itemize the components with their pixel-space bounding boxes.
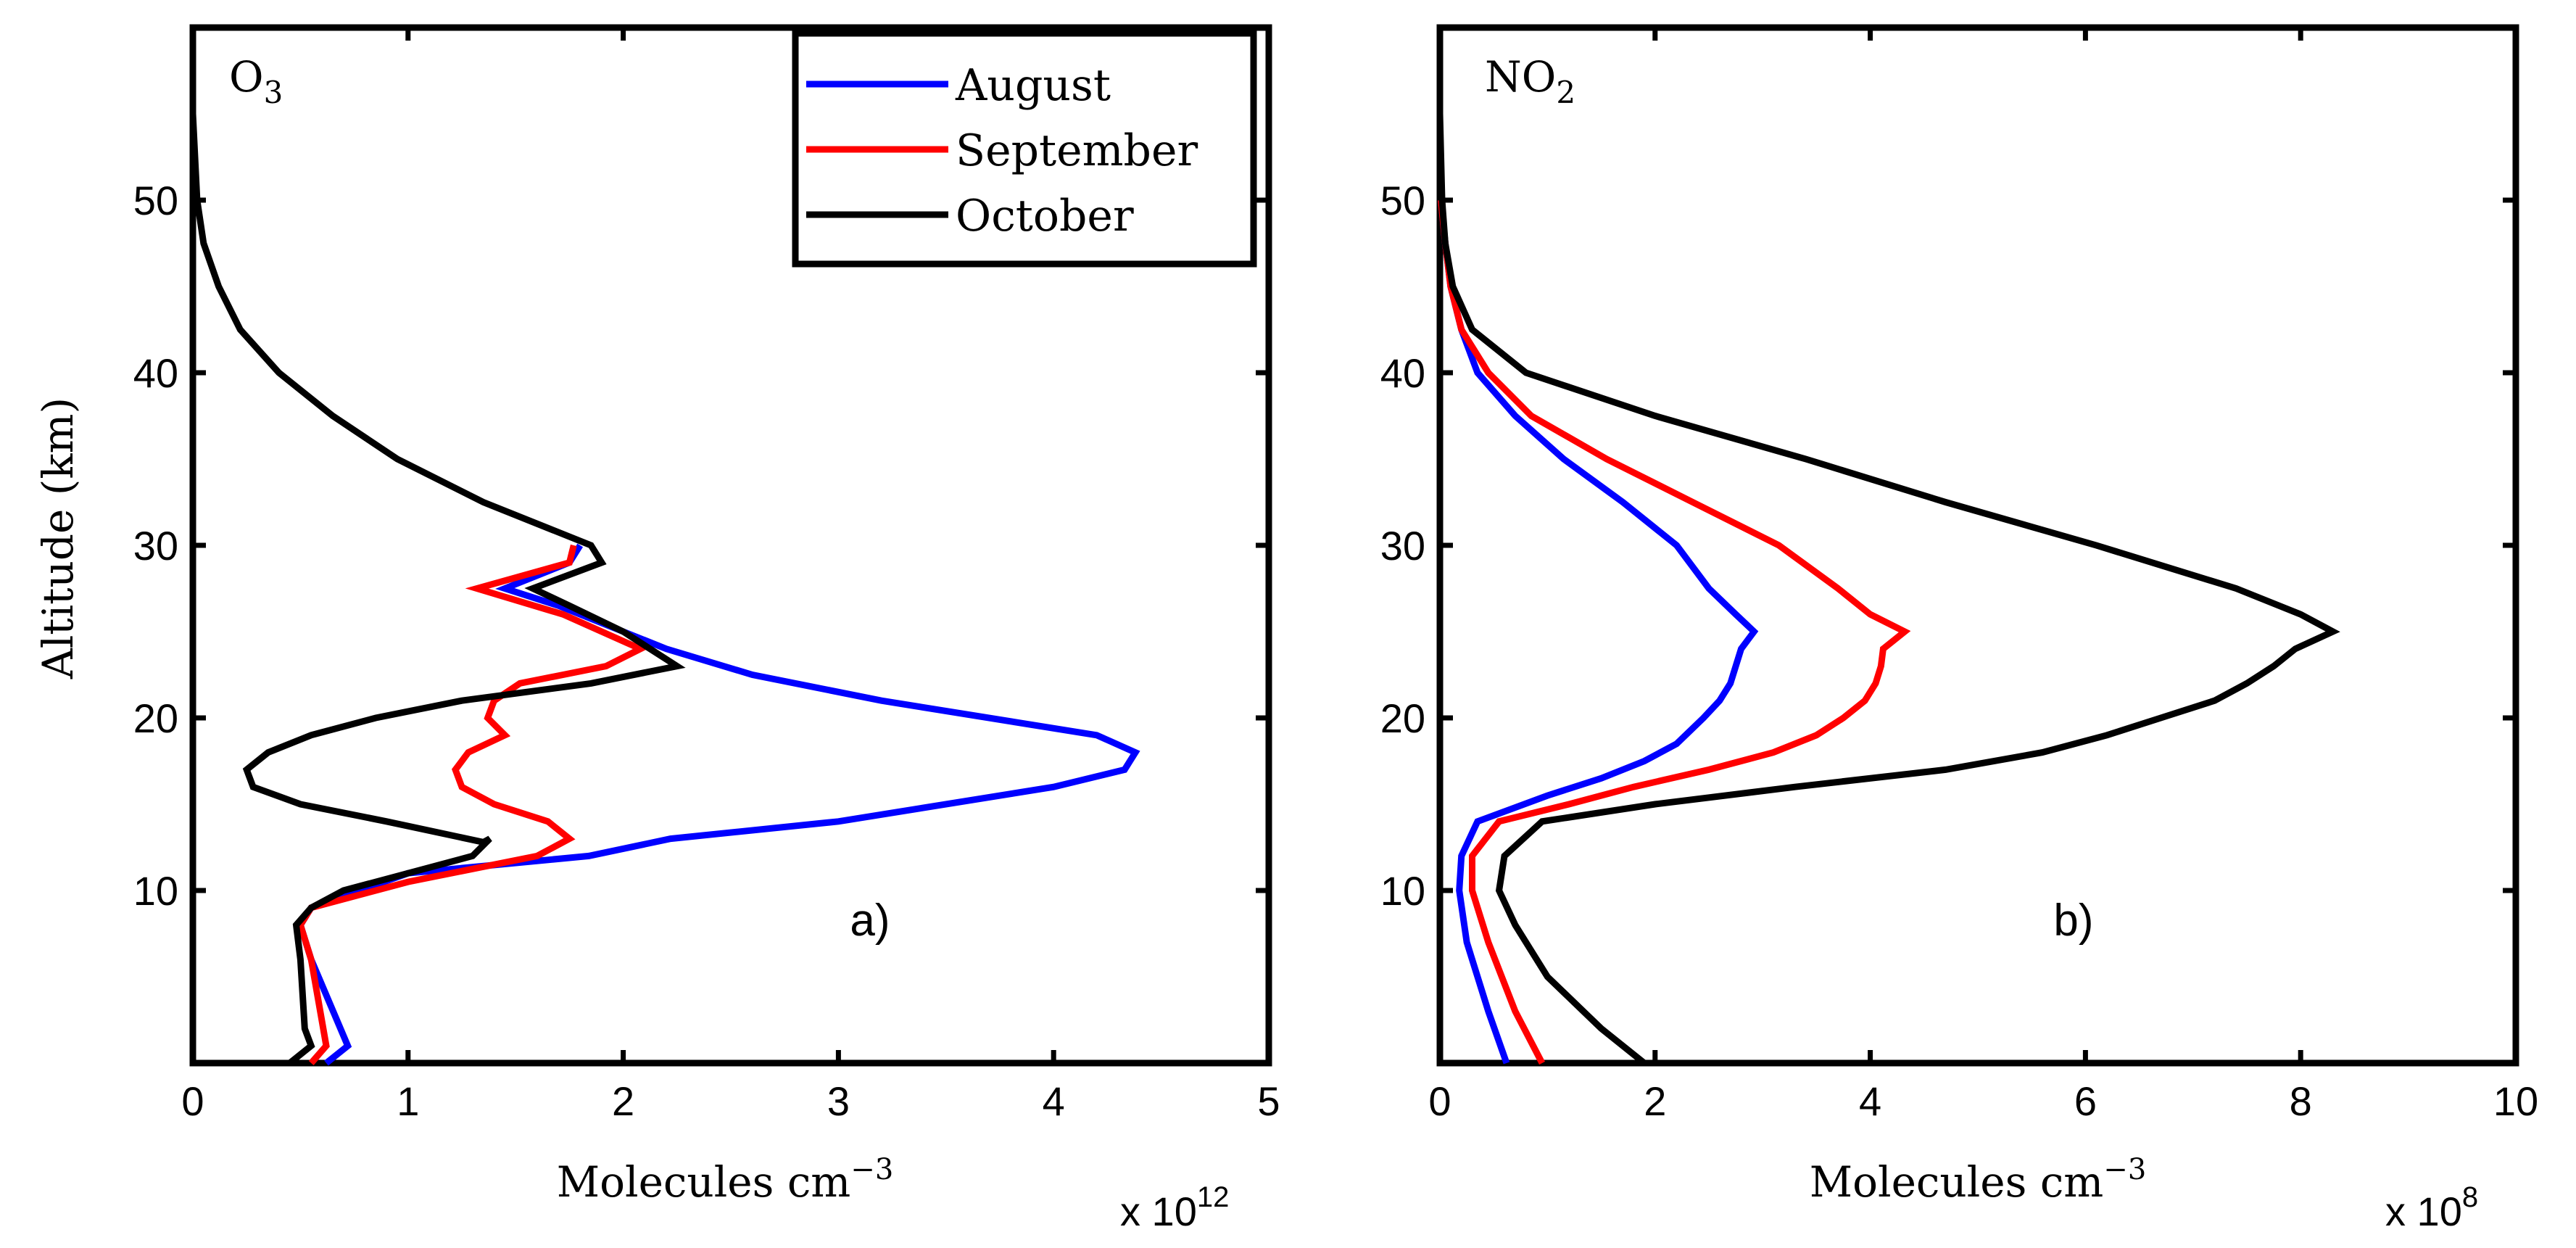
series-line-october	[1436, 113, 2340, 1066]
species-label: NO2	[1485, 52, 1575, 110]
y-tick-label: 20	[1380, 695, 1425, 741]
axis-layer: 0 2 4 6 8 10 10 20 30 40 50	[1380, 28, 2538, 1124]
x-tick-label: 6	[2074, 1078, 2097, 1124]
x-multiplier: x 1012	[1120, 1181, 1229, 1234]
legend-label-september: September	[956, 125, 1198, 176]
series-layer	[189, 44, 1140, 1066]
y-tick-label: 50	[133, 178, 178, 223]
x-axis-label: Molecules cm−3	[557, 1153, 894, 1207]
x-tick-label: 0	[1428, 1078, 1451, 1124]
legend: August September October	[792, 30, 1257, 268]
series-line-august	[1438, 199, 1759, 1065]
series-layer	[1436, 113, 2340, 1066]
y-tick-label: 10	[1380, 868, 1425, 914]
panel-o3: 0 1 2 3 4 5 10 20 30 40 50 O3 a) Molecules cm−3 x …	[133, 24, 1280, 1234]
axis-layer: 0 1 2 3 4 5 10 20 30 40 50	[133, 28, 1280, 1124]
x-tick-label: 1	[397, 1078, 419, 1124]
x-tick-label: 2	[1644, 1078, 1666, 1124]
species-label: O3	[229, 52, 283, 110]
panel-letter: a)	[850, 896, 890, 946]
panel-letter: b)	[2053, 896, 2093, 946]
x-tick-label: 8	[2290, 1078, 2312, 1124]
y-tick-label: 40	[133, 350, 178, 396]
y-tick-label: 30	[133, 523, 178, 569]
plot-frame	[1436, 24, 2519, 1067]
x-tick-label: 4	[1043, 1078, 1065, 1124]
x-tick-label: 4	[1859, 1078, 1881, 1124]
series-line-september	[1438, 199, 1911, 1065]
x-tick-label: 3	[827, 1078, 850, 1124]
legend-label-october: October	[956, 191, 1134, 241]
y-tick-label: 50	[1380, 178, 1425, 223]
series-line-october	[189, 44, 686, 1066]
x-axis-label: Molecules cm−3	[1810, 1153, 2147, 1207]
legend-label-august: August	[955, 60, 1111, 111]
y-tick-label: 30	[1380, 523, 1425, 569]
x-multiplier: x 108	[2385, 1181, 2478, 1234]
x-tick-label: 2	[612, 1078, 634, 1124]
x-tick-label: 5	[1257, 1078, 1280, 1124]
y-axis-label: Altitude (km)	[33, 397, 83, 679]
y-tick-label: 10	[133, 868, 178, 914]
x-tick-label: 0	[181, 1078, 204, 1124]
x-tick-label: 10	[2493, 1078, 2538, 1124]
y-tick-label: 40	[1380, 350, 1425, 396]
y-tick-label: 20	[133, 695, 178, 741]
